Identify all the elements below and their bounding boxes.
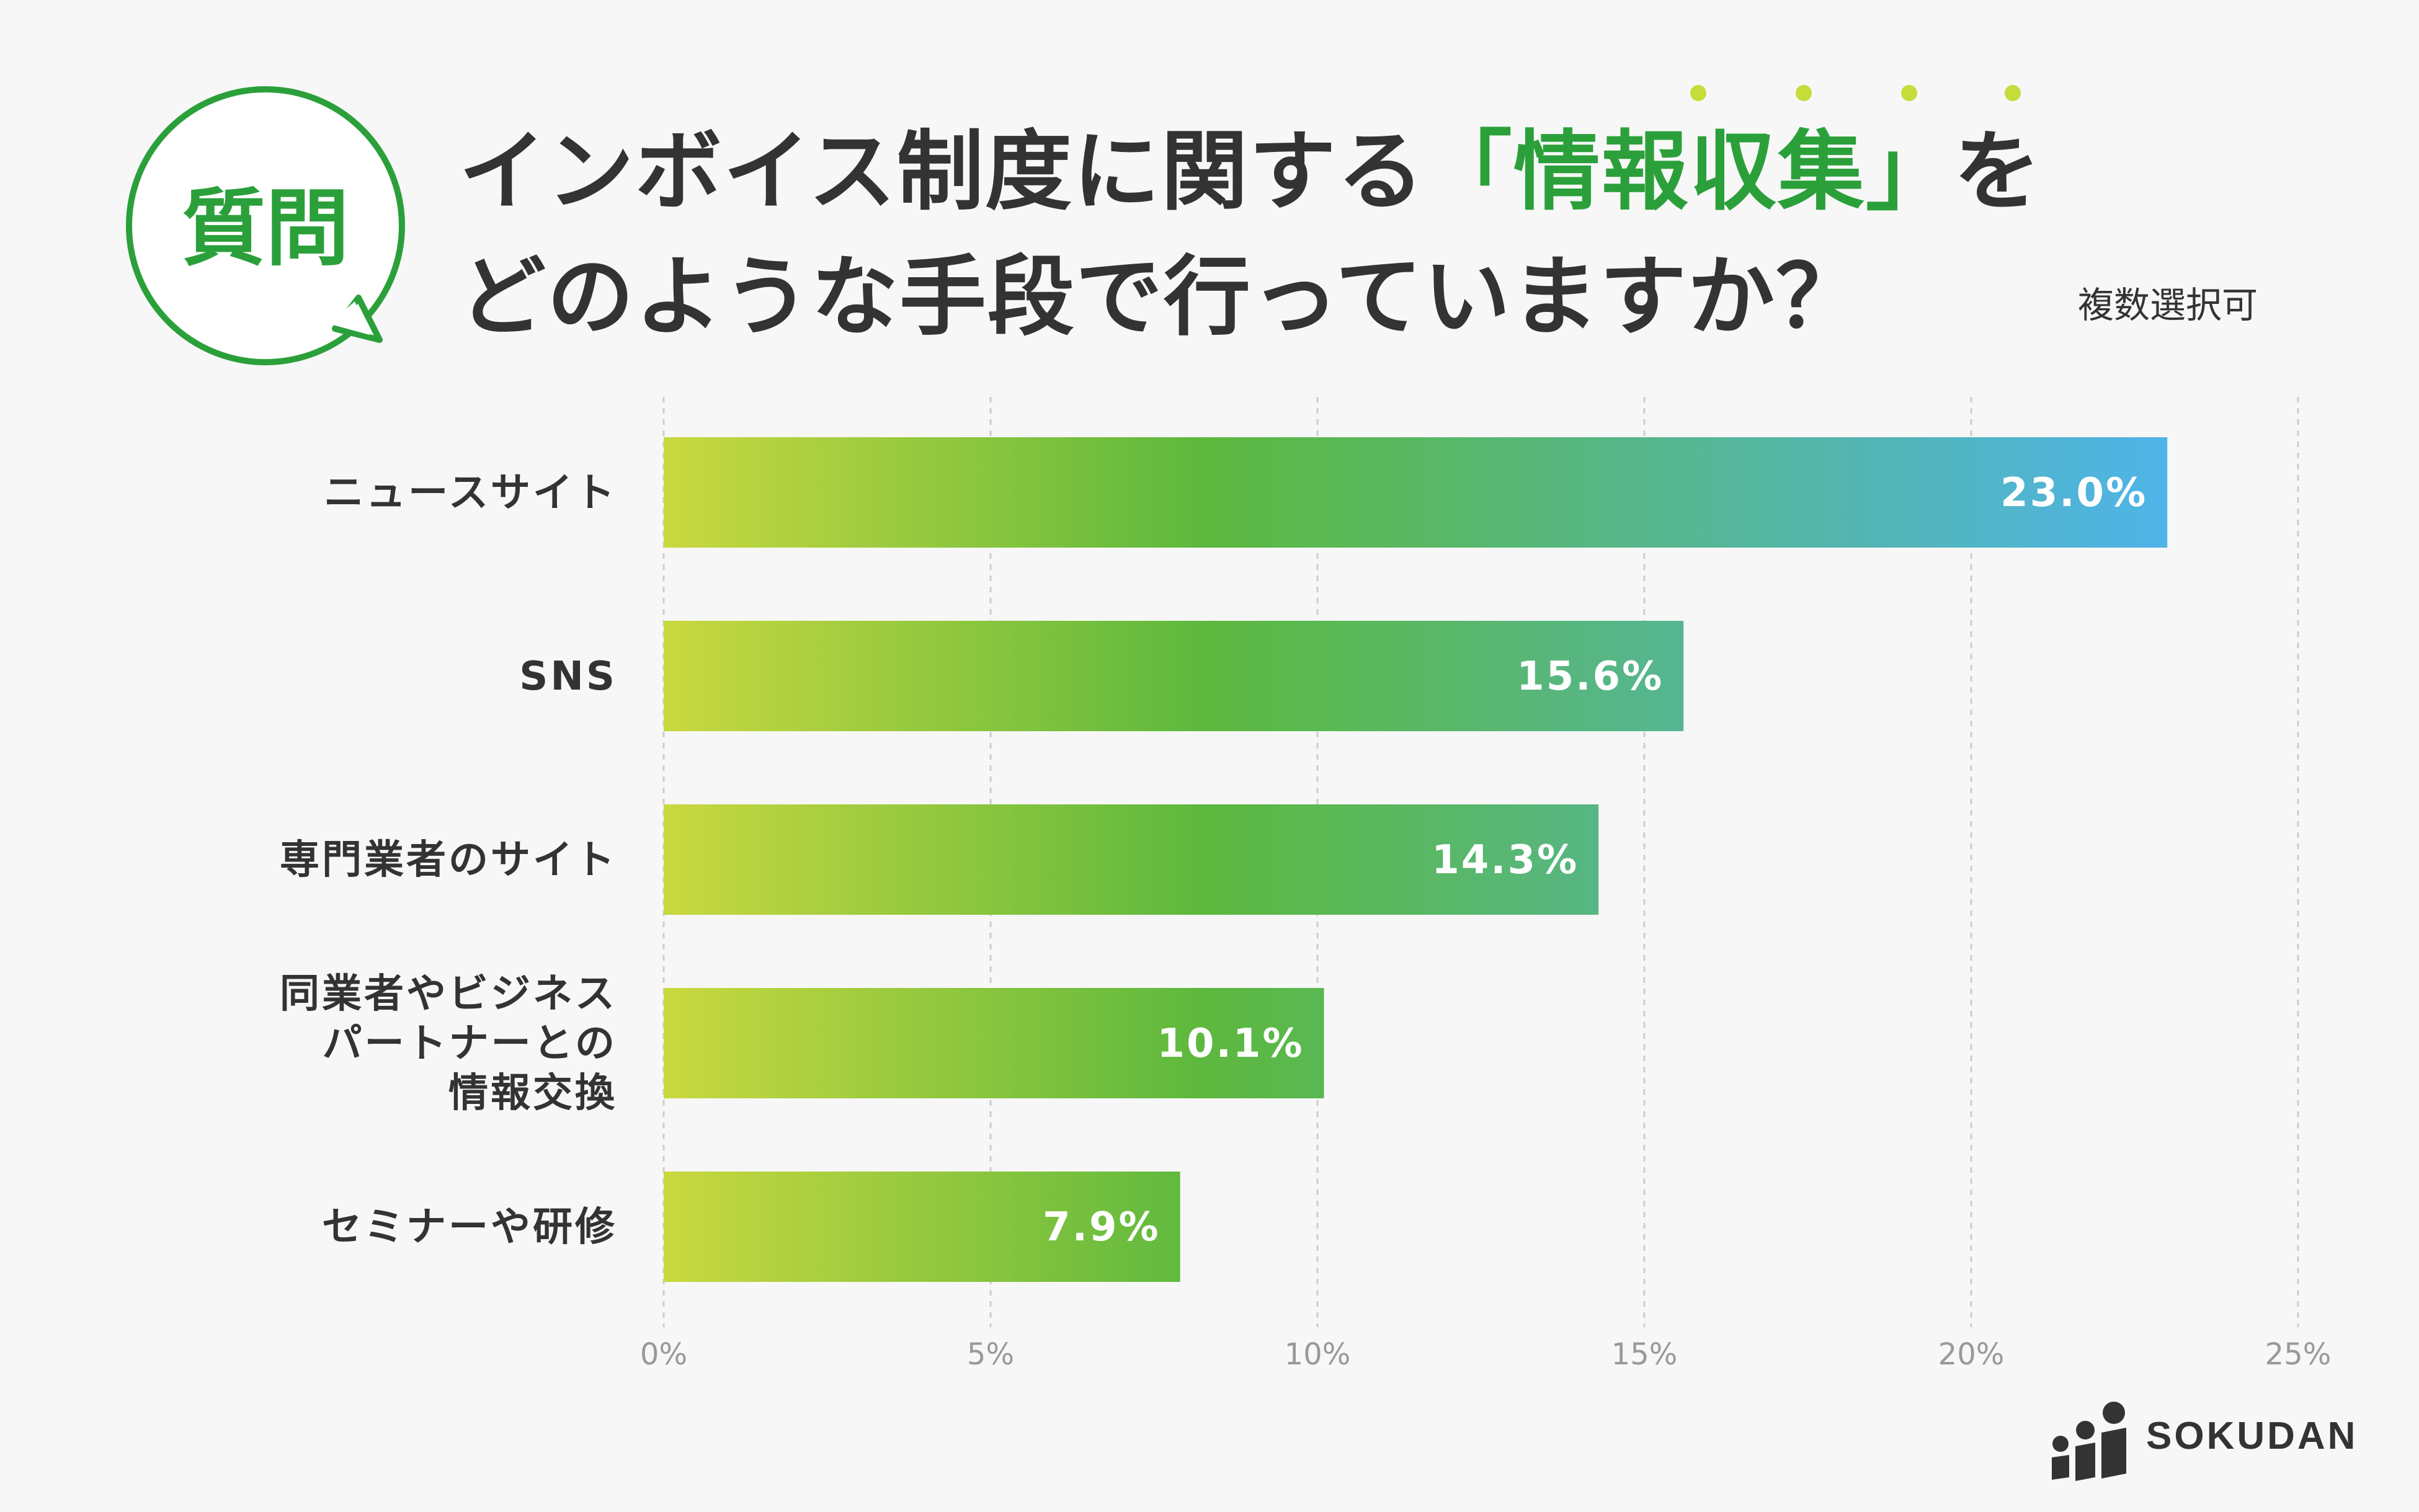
bar-layer xyxy=(664,437,2168,1282)
emphasis-dot xyxy=(1796,85,1812,101)
category-label: パートナーとの xyxy=(323,1021,617,1067)
bar-value-label: 15.6% xyxy=(1517,654,1664,700)
title-text-before: インボイス制度に関する xyxy=(459,122,1425,223)
badge-label: 質問 xyxy=(182,180,349,277)
speech-bubble-icon xyxy=(126,86,405,365)
category-label: 専門業者のサイト xyxy=(280,837,617,883)
title-highlight: 情報収集 xyxy=(1513,122,1866,223)
bar-value-label: 14.3% xyxy=(1432,837,1579,883)
x-tick-label: 20% xyxy=(1938,1337,2005,1372)
multiple-choice-note: 複数選択可 xyxy=(2078,284,2258,326)
page-title-line1: インボイス制度に関する「情報収集」を xyxy=(459,129,2042,216)
bar xyxy=(664,804,1599,915)
emphasis-dots xyxy=(1690,85,2021,101)
title-text-after: を xyxy=(1953,122,2042,223)
bar xyxy=(664,437,2168,548)
x-tick-label: 5% xyxy=(967,1337,1014,1372)
category-label: ニュースサイト xyxy=(324,470,617,516)
bar-value-label: 10.1% xyxy=(1157,1021,1304,1067)
page-title-line2: どのような手段で行っていますか？ xyxy=(459,254,1864,341)
sokudan-logo-icon xyxy=(2052,1402,2126,1481)
emphasis-dot xyxy=(2005,85,2021,101)
title-close-bracket: 」 xyxy=(1865,122,1954,223)
logo-text: SOKUDAN xyxy=(2146,1415,2358,1457)
bar xyxy=(664,621,1684,731)
bar xyxy=(664,988,1324,1098)
x-tick-label: 0% xyxy=(640,1337,687,1372)
bar-value-label: 23.0% xyxy=(2000,470,2147,516)
title-open-bracket: 「 xyxy=(1425,122,1513,223)
title-line2-text: どのような手段で行っていますか？ xyxy=(459,247,1864,348)
x-tick-label: 25% xyxy=(2265,1337,2332,1372)
x-tick-label: 10% xyxy=(1285,1337,1351,1372)
category-label: SNS xyxy=(519,654,617,700)
bar xyxy=(664,1172,1180,1282)
category-label: 情報交換 xyxy=(448,1070,617,1116)
x-tick-label: 15% xyxy=(1611,1337,1678,1372)
label-layer: 0% 5% 10% 15% 20% 25% 23.0% ニュースサイト 15.6% SNS 14.3… xyxy=(280,470,2331,1372)
category-label: セミナーや研修 xyxy=(322,1204,617,1250)
bar-value-label: 7.9% xyxy=(1043,1204,1160,1250)
category-label: 同業者やビジネス xyxy=(280,971,617,1017)
question-badge: 質問 xyxy=(126,86,405,365)
emphasis-dot xyxy=(1690,85,1706,101)
emphasis-dot xyxy=(1901,85,1917,101)
